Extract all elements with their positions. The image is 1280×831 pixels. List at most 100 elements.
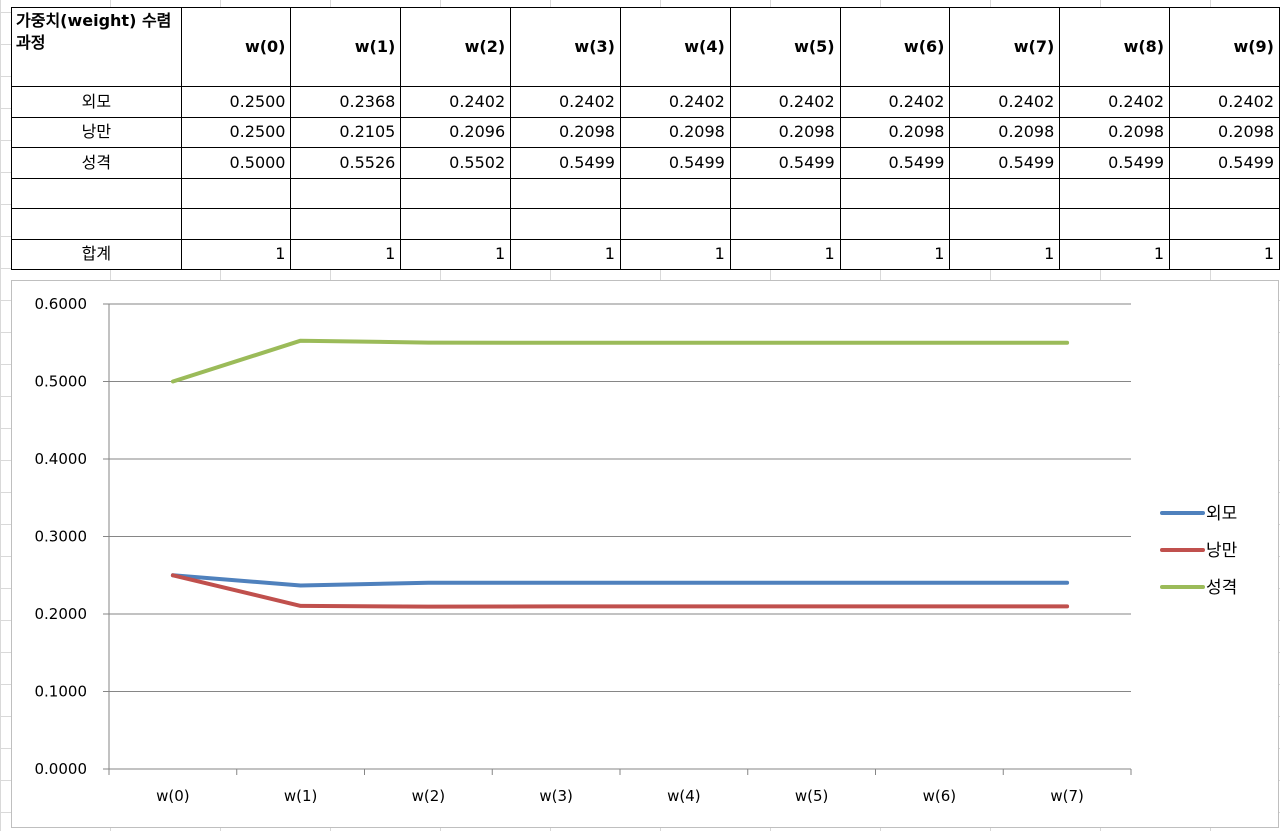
x-tick-label: w(2): [412, 787, 446, 805]
row-label[interactable]: 낭만: [11, 116, 182, 148]
table-cell[interactable]: 0.5499: [949, 147, 1061, 179]
table-cell[interactable]: [729, 177, 841, 209]
column-header[interactable]: w(7): [949, 7, 1061, 87]
table-cell[interactable]: 1: [1169, 238, 1280, 270]
row-label[interactable]: 성격: [11, 147, 182, 179]
table-cell[interactable]: [400, 208, 512, 240]
table-cell[interactable]: 1: [510, 238, 621, 270]
table-cell[interactable]: 0.2098: [1059, 116, 1171, 148]
table-cell[interactable]: [619, 177, 731, 209]
table-cell[interactable]: 0.5499: [1059, 147, 1171, 179]
column-header[interactable]: w(2): [400, 7, 512, 87]
series-line-3: [170, 338, 1070, 384]
table-cell[interactable]: 0.2098: [510, 116, 621, 148]
row-label[interactable]: [11, 177, 182, 209]
table-cell[interactable]: 0.2500: [180, 116, 292, 148]
column-header[interactable]: w(1): [290, 7, 402, 87]
column-header[interactable]: w(9): [1169, 7, 1280, 87]
table-cell[interactable]: 1: [180, 238, 292, 270]
table-cell[interactable]: [949, 208, 1061, 240]
y-tick-label: 0.0000: [35, 760, 88, 778]
series-line-1: [170, 573, 1070, 588]
table-cell[interactable]: [619, 208, 731, 240]
x-tick-label: w(1): [284, 787, 318, 805]
table-cell[interactable]: 0.2098: [949, 116, 1061, 148]
column-header[interactable]: w(0): [180, 7, 292, 87]
table-cell[interactable]: [1169, 208, 1280, 240]
y-tick-label: 0.4000: [35, 450, 88, 468]
table-cell[interactable]: 0.2368: [290, 86, 402, 118]
table-cell[interactable]: 0.2402: [839, 86, 951, 118]
table-cell[interactable]: 1: [400, 238, 512, 270]
table-cell[interactable]: [1169, 177, 1280, 209]
table-cell[interactable]: [180, 177, 292, 209]
table-cell[interactable]: [839, 177, 951, 209]
table-cell[interactable]: 0.2402: [1059, 86, 1171, 118]
table-cell[interactable]: [180, 208, 292, 240]
table-cell[interactable]: 0.5499: [619, 147, 731, 179]
column-header[interactable]: w(6): [839, 7, 951, 87]
table-cell[interactable]: 0.5499: [729, 147, 841, 179]
table-cell[interactable]: [400, 177, 512, 209]
table-cell[interactable]: 0.2105: [290, 116, 402, 148]
table-cell[interactable]: 0.2096: [400, 116, 512, 148]
column-header[interactable]: w(3): [510, 7, 621, 87]
row-label[interactable]: 합계: [11, 238, 182, 270]
table-cell[interactable]: 0.2402: [619, 86, 731, 118]
table-row: 성격 0.5000 0.5526 0.5502 0.5499 0.5499 0.…: [11, 147, 1280, 179]
table-cell[interactable]: [510, 208, 621, 240]
y-tick-label: 0.2000: [35, 605, 88, 623]
table-cell[interactable]: 1: [839, 238, 951, 270]
y-tick-label: 0.3000: [35, 528, 88, 546]
y-tick-label: 0.6000: [35, 295, 88, 313]
table-cell[interactable]: [949, 177, 1061, 209]
table-cell[interactable]: 0.2402: [510, 86, 621, 118]
row-label[interactable]: 외모: [11, 86, 182, 118]
weight-table: 가중치(weight) 수렴과정 w(0) w(1) w(2) w(3) w(4…: [11, 7, 1280, 270]
table-cell[interactable]: 0.2402: [1169, 86, 1280, 118]
line-chart[interactable]: 0.0000 0.1000 0.2000 0.3000 0.4000 0.5000 0.60…: [11, 280, 1279, 828]
table-cell[interactable]: 0.2402: [729, 86, 841, 118]
x-tick-label: w(4): [667, 787, 701, 805]
table-cell[interactable]: [1059, 208, 1171, 240]
table-cell[interactable]: [510, 177, 621, 209]
table-cell[interactable]: 0.2098: [1169, 116, 1280, 148]
table-corner-label[interactable]: 가중치(weight) 수렴과정: [11, 7, 182, 87]
table-cell[interactable]: [290, 177, 402, 209]
table-row: 낭만 0.2500 0.2105 0.2096 0.2098 0.2098 0.…: [11, 116, 1280, 148]
table-cell[interactable]: 0.2098: [619, 116, 731, 148]
table-row: [11, 208, 1280, 240]
table-cell[interactable]: 1: [949, 238, 1061, 270]
table-cell[interactable]: 0.2500: [180, 86, 292, 118]
table-row: 외모 0.2500 0.2368 0.2402 0.2402 0.2402 0.…: [11, 86, 1280, 118]
column-header[interactable]: w(4): [619, 7, 731, 87]
row-label[interactable]: [11, 208, 182, 240]
series-line-2: [170, 573, 1070, 609]
table-cell[interactable]: 1: [1059, 238, 1171, 270]
table-cell[interactable]: 0.2098: [729, 116, 841, 148]
x-tick-label: w(7): [1050, 787, 1084, 805]
table-cell[interactable]: 0.5499: [1169, 147, 1280, 179]
table-cell[interactable]: 1: [619, 238, 731, 270]
table-cell[interactable]: 0.2098: [839, 116, 951, 148]
table-cell[interactable]: [839, 208, 951, 240]
table-cell[interactable]: 0.5499: [839, 147, 951, 179]
table-cell[interactable]: 0.5502: [400, 147, 512, 179]
column-header[interactable]: w(5): [729, 7, 841, 87]
table-cell[interactable]: 1: [729, 238, 841, 270]
table-cell[interactable]: 0.5000: [180, 147, 292, 179]
column-header[interactable]: w(8): [1059, 7, 1171, 87]
table-cell[interactable]: [290, 208, 402, 240]
table-cell[interactable]: 0.5499: [510, 147, 621, 179]
y-tick-label: 0.5000: [35, 373, 88, 391]
table-cell[interactable]: 0.5526: [290, 147, 402, 179]
y-tick-label: 0.1000: [35, 683, 88, 701]
table-cell[interactable]: [729, 208, 841, 240]
table-cell[interactable]: 0.2402: [400, 86, 512, 118]
chart-canvas: 0.0000 0.1000 0.2000 0.3000 0.4000 0.5000 0.60…: [35, 295, 1238, 805]
legend-label: 낭만: [1206, 541, 1238, 561]
table-cell[interactable]: 1: [290, 238, 402, 270]
table-cell[interactable]: 0.2402: [949, 86, 1061, 118]
x-tick-label: w(3): [539, 787, 573, 805]
table-cell[interactable]: [1059, 177, 1171, 209]
